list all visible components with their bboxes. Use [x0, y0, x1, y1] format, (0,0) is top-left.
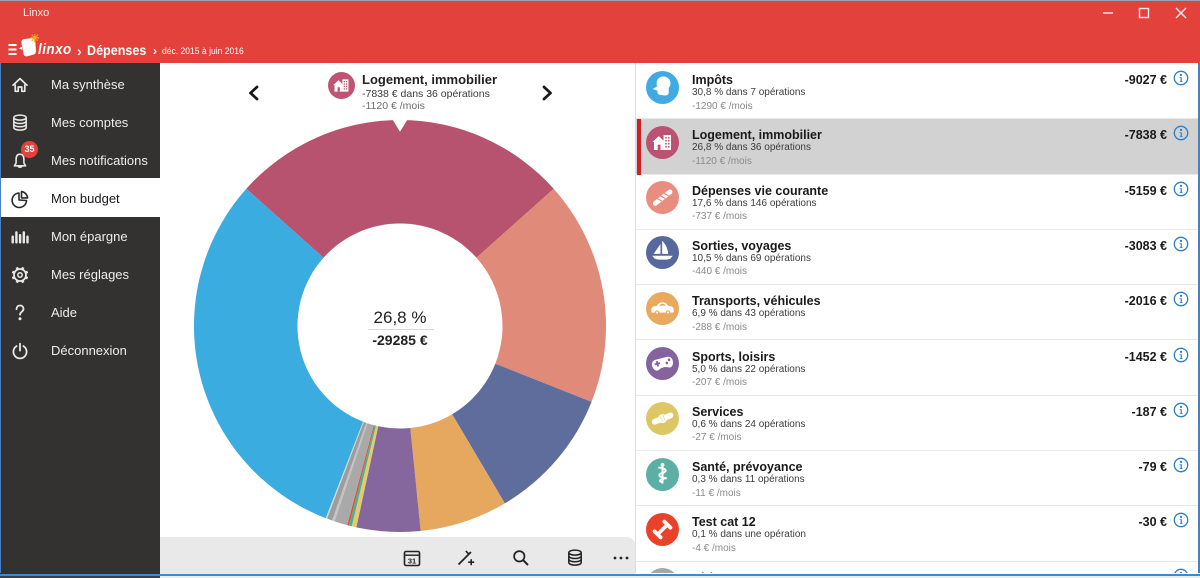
- svg-text:31: 31: [408, 557, 416, 566]
